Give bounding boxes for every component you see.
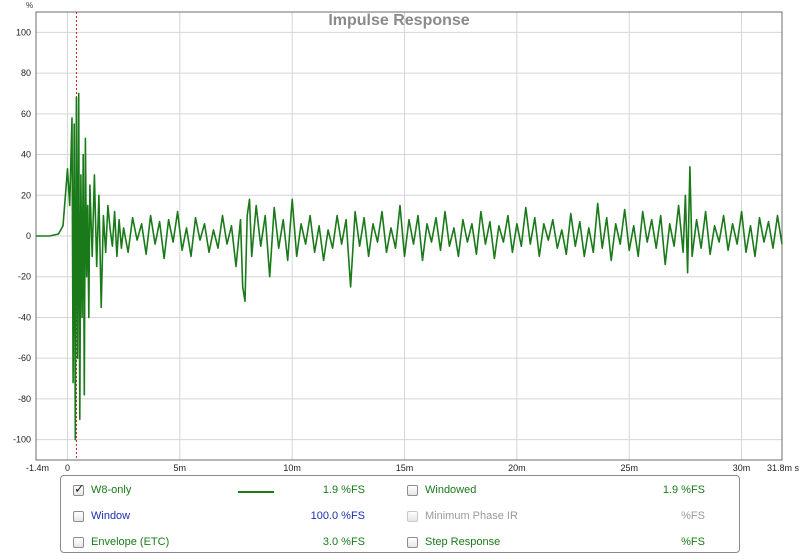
window-label: Window — [91, 510, 131, 522]
w8-only-checkbox[interactable] — [73, 482, 85, 497]
y-tick-label: -20 — [18, 272, 31, 282]
x-tick-label: 10m — [283, 463, 301, 473]
x-tick-label: 0 — [65, 463, 70, 473]
series-line-w8-only — [36, 92, 783, 441]
y-tick-label: 0 — [26, 231, 31, 241]
y-tick-label: -100 — [13, 435, 31, 445]
window-checkbox[interactable] — [73, 511, 84, 522]
window-value: 100.0 %FS — [310, 510, 365, 522]
y-tick-label: -80 — [18, 394, 31, 404]
y-axis-ticks: 100 80 60 40 20 0 -20 -40 -60 -80 -100 — [13, 27, 31, 444]
y-tick-label: 40 — [21, 150, 31, 160]
x-tick-label: 31.8m s — [767, 463, 800, 473]
x-tick-label: 20m — [508, 463, 526, 473]
legend-panel: W8-only 1.9 %FS Window 100.0 %FS Envelope (E… — [60, 475, 740, 553]
minimum-phase-ir-checkbox — [407, 511, 418, 522]
step-response-value: %FS — [681, 536, 705, 548]
w8-only-line-swatch — [238, 491, 274, 493]
y-tick-label: -40 — [18, 312, 31, 322]
x-tick-label: 5m — [174, 463, 187, 473]
windowed-label: Windowed — [425, 484, 477, 496]
x-tick-label: 25m — [620, 463, 638, 473]
x-tick-label: 15m — [396, 463, 414, 473]
envelope-etc-label: Envelope (ETC) — [91, 536, 170, 548]
minimum-phase-ir-label: Minimum Phase IR — [425, 510, 518, 522]
windowed-checkbox[interactable] — [407, 485, 418, 496]
y-tick-label: 20 — [21, 190, 31, 200]
w8-only-label: W8-only — [91, 484, 132, 496]
windowed-value: 1.9 %FS — [662, 484, 705, 496]
y-tick-label: -60 — [18, 353, 31, 363]
minimum-phase-ir-value: %FS — [681, 510, 705, 522]
step-response-checkbox[interactable] — [407, 537, 418, 548]
chart-title: Impulse Response — [328, 12, 469, 29]
x-tick-label: 30m — [733, 463, 751, 473]
w8-only-value: 1.9 %FS — [322, 484, 365, 496]
y-tick-label: 100 — [16, 27, 31, 37]
step-response-label: Step Response — [425, 536, 501, 548]
x-tick-label: -1.4m — [26, 463, 49, 473]
impulse-response-chart[interactable]: Impulse Response % 100 80 60 40 20 0 -20 -40 -60… — [0, 0, 800, 475]
y-tick-label: 60 — [21, 109, 31, 119]
y-tick-label: 80 — [21, 68, 31, 78]
y-axis-unit-label: % — [26, 1, 33, 10]
envelope-etc-checkbox[interactable] — [73, 537, 84, 548]
envelope-etc-value: 3.0 %FS — [322, 536, 365, 548]
x-axis-ticks: -1.4m 0 5m 10m 15m 20m 25m 30m 31.8m s — [26, 463, 799, 473]
